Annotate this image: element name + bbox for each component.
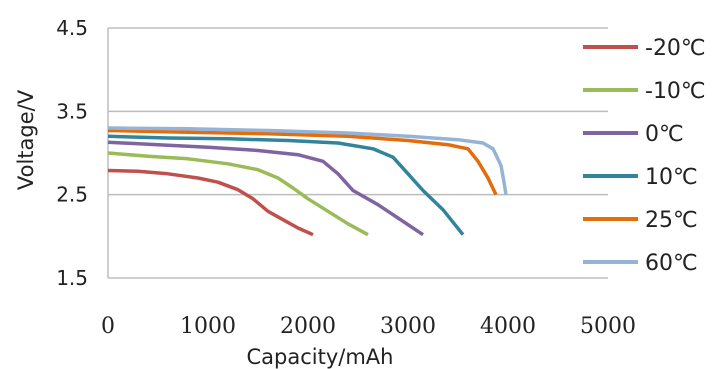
series-line — [107, 140, 424, 237]
legend-label: 60℃ — [645, 251, 698, 276]
x-tick-label: 4000 — [480, 314, 536, 339]
y-axis-label: Voltage/V — [14, 89, 38, 190]
legend-label: -10℃ — [645, 79, 706, 104]
x-axis-label: Capacity/mAh — [247, 345, 394, 369]
x-tick-label: 2000 — [280, 314, 336, 339]
series-lines — [107, 126, 508, 237]
x-tick-labels: 0 1000 2000 3000 4000 5000 — [101, 314, 636, 339]
x-tick-label: 3000 — [380, 314, 436, 339]
y-tick-label: 1.5 — [56, 266, 88, 290]
legend-label: 25℃ — [645, 208, 698, 233]
series-line — [107, 134, 465, 236]
x-tick-label: 1000 — [180, 314, 236, 339]
gridlines — [107, 27, 608, 279]
series-line — [107, 126, 508, 195]
legend-label: 0℃ — [645, 122, 684, 147]
y-tick-labels: 1.5 2.5 3.5 4.5 — [56, 16, 88, 290]
series-line — [107, 168, 314, 237]
y-tick-label: 3.5 — [56, 99, 88, 123]
y-tick-label: 4.5 — [56, 16, 88, 40]
x-tick-label: 5000 — [580, 314, 636, 339]
legend: -20℃ -10℃ 0℃ 10℃ 25℃ 60℃ — [583, 36, 706, 276]
series-line — [107, 128, 498, 196]
legend-label: -20℃ — [645, 36, 706, 61]
series-line — [107, 151, 369, 237]
y-tick-label: 2.5 — [56, 183, 88, 207]
legend-label: 10℃ — [645, 165, 698, 190]
x-tick-label: 0 — [101, 314, 115, 339]
